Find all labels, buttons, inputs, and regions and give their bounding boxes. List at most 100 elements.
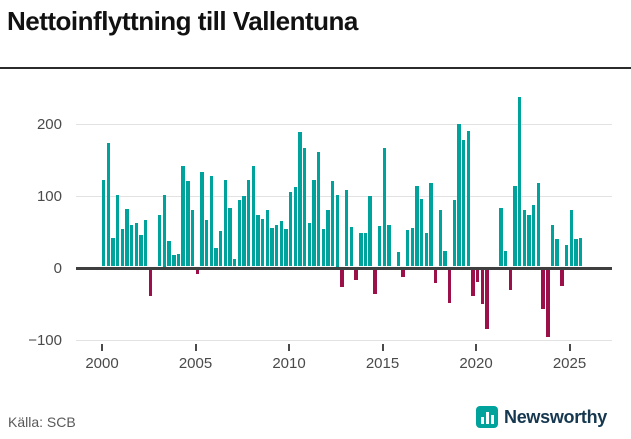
bar[interactable] bbox=[443, 251, 447, 267]
bar[interactable] bbox=[471, 269, 475, 297]
bar[interactable] bbox=[242, 195, 246, 267]
bar[interactable] bbox=[162, 194, 167, 267]
bar[interactable] bbox=[518, 96, 522, 267]
bar[interactable] bbox=[550, 225, 555, 267]
bar[interactable] bbox=[396, 252, 400, 267]
bar[interactable] bbox=[181, 165, 185, 267]
bar[interactable] bbox=[218, 231, 223, 267]
bar[interactable] bbox=[438, 210, 442, 267]
bar[interactable] bbox=[345, 190, 349, 267]
bar[interactable] bbox=[513, 185, 517, 267]
bar[interactable] bbox=[578, 237, 583, 267]
bar[interactable] bbox=[429, 182, 433, 267]
bar[interactable] bbox=[424, 233, 428, 267]
bar[interactable] bbox=[555, 239, 559, 267]
bar[interactable] bbox=[307, 222, 312, 267]
bar[interactable] bbox=[148, 269, 153, 297]
bar[interactable] bbox=[532, 205, 536, 267]
bar[interactable] bbox=[349, 226, 354, 267]
bar[interactable] bbox=[232, 258, 237, 267]
bar[interactable] bbox=[293, 187, 298, 267]
bar[interactable] bbox=[508, 269, 513, 290]
bar[interactable] bbox=[340, 269, 344, 287]
bar[interactable] bbox=[363, 233, 368, 267]
bar[interactable] bbox=[527, 215, 531, 267]
bar[interactable] bbox=[116, 195, 120, 267]
bar[interactable] bbox=[564, 244, 569, 267]
bar[interactable] bbox=[214, 247, 218, 267]
bar[interactable] bbox=[382, 147, 386, 267]
bar[interactable] bbox=[452, 200, 457, 267]
bar[interactable] bbox=[251, 165, 255, 267]
bar[interactable] bbox=[326, 209, 330, 267]
bar[interactable] bbox=[405, 229, 410, 267]
bar[interactable] bbox=[134, 223, 139, 267]
bar[interactable] bbox=[111, 237, 115, 267]
bar[interactable] bbox=[401, 269, 405, 278]
bar[interactable] bbox=[485, 269, 489, 330]
bar[interactable] bbox=[546, 269, 550, 338]
bar[interactable] bbox=[209, 175, 213, 267]
bar[interactable] bbox=[335, 194, 340, 267]
bar[interactable] bbox=[139, 234, 143, 267]
bar[interactable] bbox=[274, 225, 279, 267]
bar[interactable] bbox=[476, 269, 480, 282]
bar[interactable] bbox=[504, 251, 508, 267]
bar[interactable] bbox=[265, 210, 270, 267]
bar[interactable] bbox=[312, 180, 316, 267]
bar[interactable] bbox=[303, 148, 307, 267]
bar[interactable] bbox=[270, 228, 274, 267]
bar[interactable] bbox=[228, 208, 232, 267]
bar[interactable] bbox=[331, 180, 335, 267]
bar[interactable] bbox=[569, 210, 573, 267]
bar[interactable] bbox=[144, 219, 148, 267]
bar[interactable] bbox=[158, 214, 162, 267]
bar[interactable] bbox=[480, 269, 485, 305]
bar[interactable] bbox=[125, 208, 129, 267]
bar[interactable] bbox=[321, 229, 326, 267]
bar[interactable] bbox=[186, 180, 190, 267]
bar[interactable] bbox=[457, 123, 461, 267]
bar[interactable] bbox=[541, 269, 545, 310]
bar[interactable] bbox=[536, 182, 541, 267]
bar[interactable] bbox=[298, 131, 302, 267]
bar[interactable] bbox=[574, 239, 578, 267]
bar[interactable] bbox=[200, 172, 204, 267]
bar[interactable] bbox=[279, 221, 284, 267]
bar[interactable] bbox=[377, 226, 382, 267]
bar[interactable] bbox=[368, 195, 372, 267]
bar[interactable] bbox=[167, 241, 171, 267]
bar[interactable] bbox=[415, 185, 419, 267]
bar[interactable] bbox=[373, 269, 377, 294]
bar[interactable] bbox=[354, 269, 358, 280]
bar[interactable] bbox=[284, 229, 288, 267]
bar[interactable] bbox=[190, 209, 195, 267]
bar[interactable] bbox=[176, 253, 181, 267]
bar[interactable] bbox=[223, 180, 227, 267]
bar[interactable] bbox=[246, 180, 251, 267]
bar[interactable] bbox=[447, 269, 452, 303]
newsworthy-logo[interactable]: Newsworthy bbox=[476, 406, 607, 428]
bar[interactable] bbox=[260, 218, 265, 267]
bar[interactable] bbox=[466, 131, 471, 267]
bar[interactable] bbox=[256, 215, 260, 267]
bar[interactable] bbox=[172, 254, 176, 267]
bar[interactable] bbox=[522, 210, 527, 267]
bar[interactable] bbox=[204, 220, 209, 267]
bar[interactable] bbox=[106, 143, 111, 267]
bar[interactable] bbox=[410, 228, 414, 267]
bar[interactable] bbox=[130, 224, 134, 267]
bar[interactable] bbox=[419, 198, 424, 267]
bar[interactable] bbox=[237, 199, 241, 267]
bar[interactable] bbox=[461, 139, 466, 267]
bar[interactable] bbox=[387, 224, 391, 267]
bar[interactable] bbox=[317, 152, 321, 267]
bar[interactable] bbox=[499, 208, 503, 267]
bar[interactable] bbox=[289, 191, 293, 267]
bar[interactable] bbox=[560, 269, 564, 287]
bar[interactable] bbox=[102, 180, 106, 267]
bar[interactable] bbox=[359, 233, 363, 267]
bar[interactable] bbox=[120, 229, 125, 267]
bar[interactable] bbox=[195, 269, 199, 274]
bar[interactable] bbox=[433, 269, 438, 284]
